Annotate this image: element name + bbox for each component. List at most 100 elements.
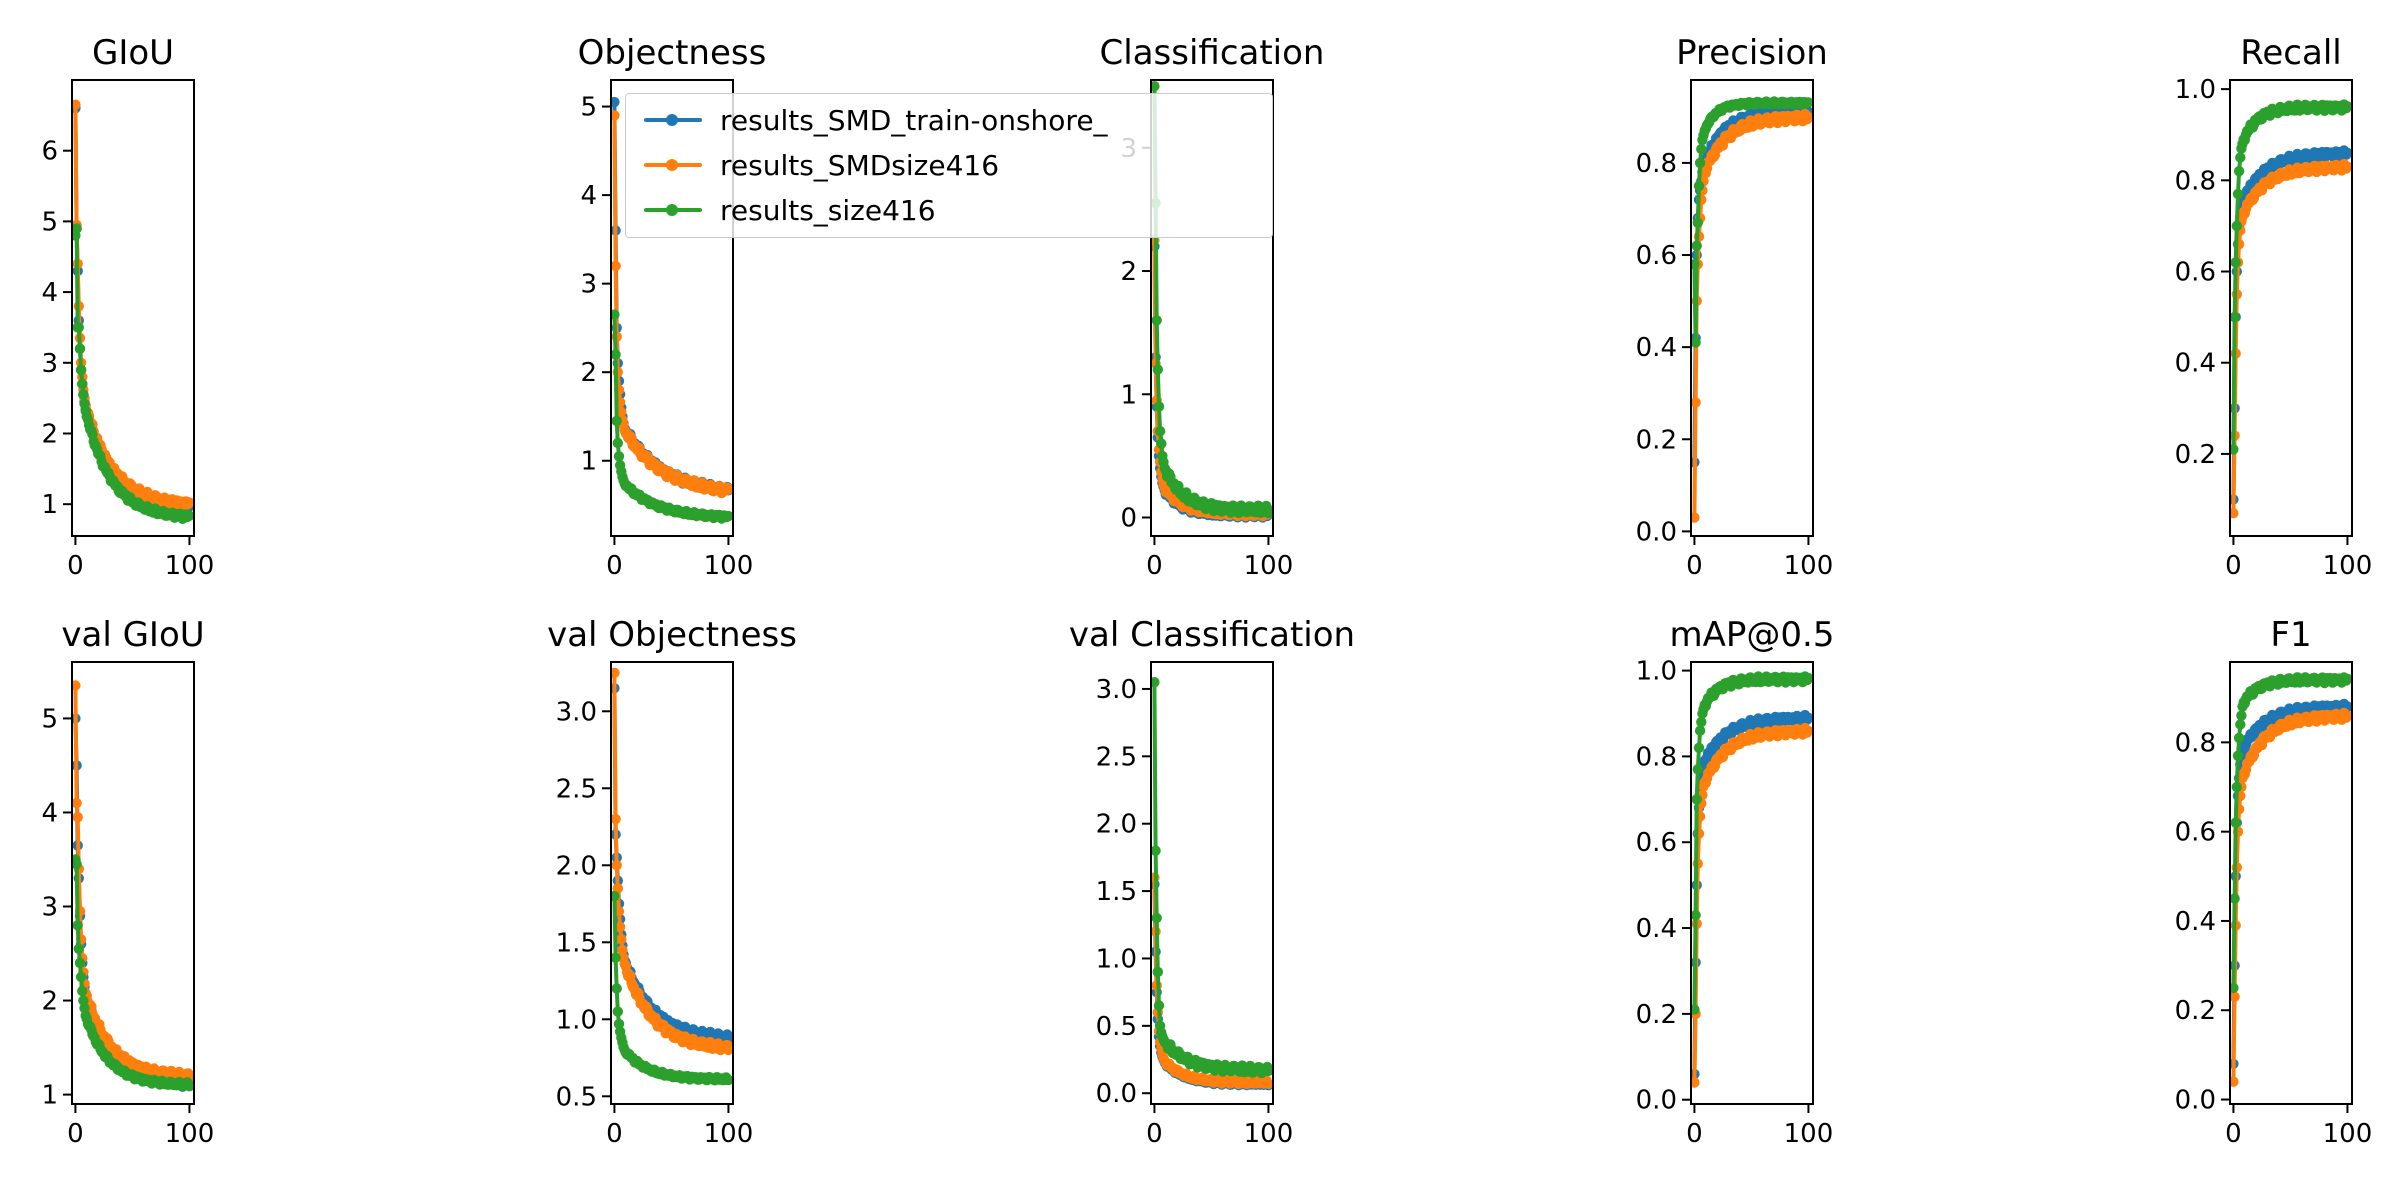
series-line	[1692, 111, 1811, 518]
plot-area	[1151, 677, 1273, 1091]
plot-area	[2230, 672, 2352, 1087]
y-tick-label: 0.4	[2175, 907, 2216, 937]
axes-frame	[71, 661, 195, 1105]
data-point	[2342, 147, 2352, 158]
data-point	[77, 378, 88, 390]
y-tick-label: 0.8	[1636, 742, 1677, 772]
legend-swatch-green	[640, 195, 708, 225]
data-point	[1803, 672, 1813, 684]
data-point	[2230, 817, 2241, 828]
x-tick-label: 100	[1244, 551, 1294, 581]
subplot-val-objectness: val Objectness 0.5 1.0 1.5 2.0 2.5 3.0 0 100	[547, 615, 797, 1149]
data-point	[72, 812, 83, 823]
data-point	[184, 1081, 194, 1092]
data-point	[1691, 1004, 1700, 1015]
subplot-title: val Objectness	[547, 615, 797, 655]
x-tick-label: 0	[1146, 1119, 1163, 1149]
data-point	[611, 890, 620, 902]
subplot-val-giou: val GIoU 1 2 3 4 5 0 100	[41, 615, 214, 1149]
data-point	[1263, 1078, 1273, 1089]
x-tick-label: 100	[704, 551, 754, 581]
data-point	[78, 389, 89, 400]
data-point	[2236, 710, 2247, 721]
x-tick-label: 100	[165, 551, 215, 581]
x-tick-label: 0	[606, 1119, 623, 1149]
data-point	[2231, 781, 2242, 793]
y-tick-label: 0.2	[2175, 996, 2216, 1026]
y-tick-label: 3	[41, 893, 58, 923]
data-point	[1803, 97, 1813, 108]
y-tick-label: 4	[41, 278, 58, 308]
y-tick-label: 2	[1120, 257, 1137, 287]
axes-frame	[1690, 661, 1814, 1105]
data-point	[2232, 188, 2244, 200]
y-tick-label: 0.2	[2175, 440, 2216, 470]
x-tick-label: 100	[2323, 1119, 2373, 1149]
data-point	[75, 364, 87, 376]
y-tick-label: 3.0	[556, 697, 597, 727]
plot-area	[72, 99, 194, 524]
x-tick-label: 0	[606, 551, 623, 581]
data-point	[2342, 161, 2352, 172]
x-tick-label: 0	[2225, 1119, 2242, 1149]
axes-frame	[1150, 661, 1274, 1105]
data-point	[72, 920, 83, 931]
plot-area	[611, 96, 733, 524]
x-tick-label: 0	[1686, 1119, 1703, 1149]
y-tick-label: 0.4	[1636, 914, 1677, 944]
y-tick-label: 0	[1120, 504, 1137, 534]
data-point	[1693, 180, 1705, 192]
data-point	[72, 99, 81, 110]
data-point	[1151, 845, 1161, 856]
y-tick-label: 5	[580, 93, 597, 123]
y-tick-label: 0.6	[1636, 828, 1677, 858]
data-point	[1691, 397, 1701, 408]
axes-frame	[1150, 79, 1274, 537]
data-point	[2235, 152, 2246, 163]
series-line	[73, 226, 191, 521]
data-point	[1696, 143, 1707, 155]
data-point	[1803, 712, 1813, 723]
subplot-title: F1	[2270, 615, 2311, 655]
data-point	[1803, 725, 1813, 737]
data-point	[611, 983, 622, 994]
data-point	[2230, 508, 2239, 519]
legend-entry-size416: results_size416	[640, 193, 1272, 227]
subplot-giou: GIoU 1 2 3 4 5 6 0 100	[41, 33, 214, 581]
data-point	[1151, 677, 1160, 688]
y-tick-label: 2.5	[556, 774, 597, 804]
data-point	[611, 952, 621, 963]
x-tick-label: 100	[165, 1119, 215, 1149]
axes-frame	[610, 79, 734, 537]
y-tick-label: 2.5	[1096, 742, 1137, 772]
data-point	[75, 971, 87, 983]
data-point	[611, 96, 620, 108]
y-tick-label: 0.8	[2175, 728, 2216, 758]
y-tick-label: 1.0	[1636, 657, 1677, 687]
data-point	[1692, 217, 1704, 228]
data-point	[2230, 991, 2240, 1002]
data-point	[1151, 315, 1162, 326]
data-point	[611, 309, 620, 320]
x-tick-label: 100	[1784, 1119, 1834, 1149]
data-point	[74, 343, 86, 354]
subplot-title: Precision	[1676, 33, 1828, 73]
subplot-val-classification: val Classification 0.0 0.5 1.0 1.5 2.0 2.5 3.0 0…	[1069, 615, 1355, 1149]
plot-area	[1691, 671, 1813, 1088]
data-point	[2342, 710, 2352, 721]
data-point	[184, 497, 194, 508]
y-tick-label: 1	[41, 490, 58, 520]
y-tick-label: 0.0	[1636, 1086, 1677, 1116]
legend-label: results_size416	[720, 193, 936, 227]
data-point	[723, 484, 733, 495]
data-point	[612, 1006, 623, 1017]
data-point	[613, 451, 625, 462]
x-tick-label: 100	[2323, 551, 2373, 581]
y-tick-label: 1.5	[556, 928, 597, 958]
data-point	[74, 957, 86, 969]
data-point	[73, 322, 85, 333]
subplot-title: GIoU	[92, 33, 174, 73]
legend-label: results_SMDsize416	[720, 148, 1000, 182]
data-point	[1696, 716, 1707, 728]
